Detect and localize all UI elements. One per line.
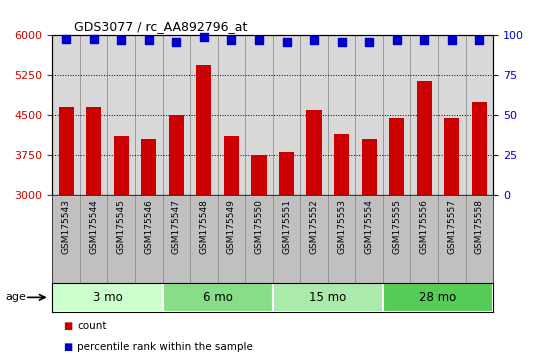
Point — [144, 37, 153, 43]
Text: ■: ■ — [63, 321, 73, 331]
Text: percentile rank within the sample: percentile rank within the sample — [77, 342, 253, 352]
Text: GSM175551: GSM175551 — [282, 199, 291, 254]
Point — [172, 39, 181, 45]
Bar — [52, 283, 163, 312]
Point — [420, 37, 429, 43]
Bar — [417, 80, 432, 195]
Text: GSM175549: GSM175549 — [227, 199, 236, 254]
Point — [475, 37, 484, 43]
Point — [117, 37, 126, 43]
Text: GSM175543: GSM175543 — [62, 199, 71, 254]
Bar — [163, 283, 273, 312]
Point — [282, 39, 291, 45]
Point — [447, 37, 456, 43]
Text: GSM175545: GSM175545 — [117, 199, 126, 254]
Text: GSM175550: GSM175550 — [255, 199, 263, 254]
Bar — [169, 115, 184, 195]
Text: ■: ■ — [63, 342, 73, 352]
Bar — [141, 139, 156, 195]
Text: GSM175558: GSM175558 — [475, 199, 484, 254]
Text: GSM175548: GSM175548 — [199, 199, 208, 254]
Text: GSM175555: GSM175555 — [392, 199, 401, 254]
Bar — [472, 102, 487, 195]
Text: age: age — [6, 292, 26, 302]
Point — [62, 36, 71, 41]
Text: 28 mo: 28 mo — [419, 291, 457, 304]
Bar — [58, 107, 74, 195]
Bar — [224, 136, 239, 195]
Bar — [361, 139, 377, 195]
Point — [255, 37, 263, 43]
Bar — [444, 118, 460, 195]
Point — [89, 36, 98, 41]
Bar — [389, 118, 404, 195]
Text: GSM175557: GSM175557 — [447, 199, 456, 254]
Text: 15 mo: 15 mo — [309, 291, 347, 304]
Bar — [86, 107, 101, 195]
Text: GSM175546: GSM175546 — [144, 199, 153, 254]
Text: GSM175553: GSM175553 — [337, 199, 346, 254]
Text: 3 mo: 3 mo — [93, 291, 122, 304]
Text: GDS3077 / rc_AA892796_at: GDS3077 / rc_AA892796_at — [74, 20, 248, 33]
Point — [392, 37, 401, 43]
Text: count: count — [77, 321, 107, 331]
Bar — [196, 65, 212, 195]
Point — [365, 39, 374, 45]
Text: GSM175547: GSM175547 — [172, 199, 181, 254]
Bar — [279, 152, 294, 195]
Bar — [334, 133, 349, 195]
Bar — [306, 110, 322, 195]
Point — [337, 39, 346, 45]
Text: GSM175556: GSM175556 — [420, 199, 429, 254]
Text: 6 mo: 6 mo — [203, 291, 233, 304]
Point — [199, 34, 208, 40]
Text: GSM175552: GSM175552 — [310, 199, 318, 254]
Text: GSM175554: GSM175554 — [365, 199, 374, 254]
Bar — [251, 155, 267, 195]
Bar — [273, 283, 383, 312]
Bar — [114, 136, 129, 195]
Bar — [383, 283, 493, 312]
Point — [227, 37, 236, 43]
Point — [310, 37, 318, 43]
Text: GSM175544: GSM175544 — [89, 199, 98, 254]
